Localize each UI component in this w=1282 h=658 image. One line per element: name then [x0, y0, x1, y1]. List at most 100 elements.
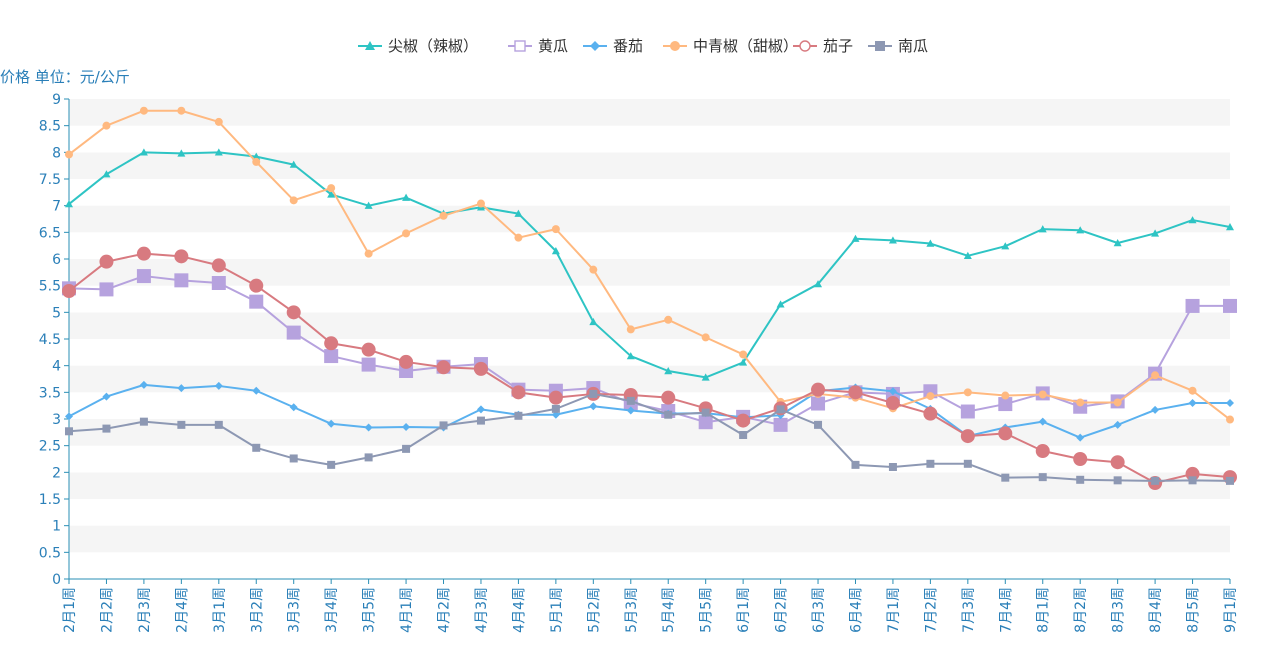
- data-point: [1226, 223, 1234, 231]
- series-layer: [62, 106, 1237, 490]
- data-point: [99, 282, 114, 297]
- data-point: [286, 305, 301, 320]
- data-point: [177, 149, 186, 157]
- data-point: [286, 325, 301, 340]
- x-tick-label: 8月2周: [1073, 587, 1089, 633]
- y-tick-label: 7.5: [39, 172, 61, 188]
- data-point: [436, 360, 451, 375]
- y-tick-label: 6.5: [39, 225, 61, 241]
- x-tick-label: 6月1周: [736, 587, 752, 633]
- y-axis-title: 价格 单位：元/公斤: [0, 68, 130, 86]
- data-point: [1226, 476, 1234, 485]
- grid-band: [69, 552, 1230, 579]
- legend-label: 茄子: [823, 37, 853, 55]
- data-point: [963, 459, 972, 468]
- data-point: [65, 412, 73, 421]
- y-tick-label: 3: [52, 412, 61, 428]
- series-group: [65, 148, 1234, 381]
- data-point: [136, 246, 151, 261]
- data-point: [888, 387, 897, 396]
- data-point: [885, 396, 900, 410]
- data-point: [1076, 433, 1085, 442]
- data-point: [589, 389, 598, 398]
- legend-item[interactable]: 黄瓜: [508, 37, 568, 55]
- data-point: [1188, 216, 1197, 224]
- data-point: [324, 336, 339, 351]
- data-point: [1188, 386, 1197, 395]
- y-tick-label: 8: [52, 145, 61, 161]
- grid-band: [69, 339, 1230, 366]
- x-tick-label: 8月3周: [1111, 587, 1127, 633]
- data-point: [814, 280, 823, 288]
- data-point: [589, 265, 598, 274]
- data-point: [739, 350, 748, 359]
- y-tick-label: 2.5: [39, 439, 61, 455]
- x-tick-label: 7月4周: [998, 587, 1014, 633]
- legend-item[interactable]: 南瓜: [868, 37, 928, 55]
- data-point: [661, 390, 676, 405]
- data-point: [551, 225, 560, 234]
- grid-band: [69, 205, 1230, 233]
- data-point: [327, 184, 336, 193]
- legend-item[interactable]: 尖椒（辣椒）: [358, 37, 478, 55]
- data-point: [361, 342, 376, 357]
- data-point: [399, 354, 414, 369]
- data-point: [1076, 226, 1085, 234]
- data-point: [960, 404, 975, 419]
- x-tick-label: 5月5周: [699, 587, 715, 633]
- data-point: [548, 390, 563, 405]
- grid-band: [69, 445, 1230, 473]
- data-point: [62, 284, 76, 298]
- data-point: [589, 402, 598, 411]
- data-point: [923, 406, 938, 421]
- data-point: [65, 427, 73, 436]
- data-point: [361, 357, 376, 372]
- data-point: [174, 273, 189, 288]
- data-point: [364, 249, 373, 258]
- data-point: [1001, 242, 1010, 250]
- data-point: [1038, 473, 1047, 482]
- y-tick-label: 0: [52, 572, 61, 588]
- data-point: [214, 381, 223, 390]
- data-point: [139, 380, 148, 389]
- data-point: [551, 247, 560, 255]
- data-point: [814, 420, 823, 429]
- data-point: [776, 300, 785, 308]
- grid-band: [69, 99, 1230, 126]
- grid-band: [69, 499, 1230, 526]
- legend-item[interactable]: 中青椒（甜椒）: [663, 37, 798, 55]
- data-point: [514, 411, 523, 420]
- data-point: [811, 382, 826, 397]
- grid-band: [69, 152, 1230, 179]
- x-tick-label: 6月3周: [811, 587, 827, 633]
- data-point: [1113, 239, 1122, 247]
- y-axis-ticks: 0 0.5 1 1.5 2 2.5 3 3.5 4 4.5 5 5.5 6 6.5 7 7.5 8 8.5 9: [39, 92, 69, 588]
- data-point: [211, 276, 226, 290]
- series-line: [68, 383, 1230, 439]
- data-point: [211, 258, 226, 273]
- data-point: [1151, 229, 1160, 237]
- legend-item[interactable]: 茄子: [793, 37, 853, 55]
- x-tick-label: 5月3周: [624, 587, 640, 633]
- legend-label: 尖椒（辣椒）: [388, 37, 478, 55]
- data-point: [252, 157, 261, 166]
- x-tick-label: 9月1周: [1223, 587, 1239, 633]
- data-point: [65, 150, 73, 159]
- x-tick-label: 3月2周: [249, 587, 265, 633]
- x-tick-label: 2月3周: [137, 587, 153, 633]
- x-tick-label: 5月1周: [549, 587, 565, 633]
- data-point: [589, 317, 598, 326]
- data-point: [249, 278, 264, 293]
- data-point: [926, 239, 935, 247]
- data-point: [214, 420, 223, 429]
- data-point: [1188, 476, 1197, 485]
- y-tick-label: 8.5: [39, 119, 61, 135]
- series-group: [65, 106, 1234, 424]
- data-point: [1151, 405, 1160, 414]
- data-point: [249, 294, 264, 309]
- legend-item[interactable]: 番茄: [583, 37, 643, 55]
- y-tick-label: 1: [52, 519, 61, 535]
- legend[interactable]: 尖椒（辣椒） 黄瓜 番茄 中青椒（甜椒） 茄子 南瓜: [358, 37, 928, 55]
- y-tick-label: 7: [52, 199, 61, 215]
- x-tick-label: 7月2周: [923, 587, 939, 633]
